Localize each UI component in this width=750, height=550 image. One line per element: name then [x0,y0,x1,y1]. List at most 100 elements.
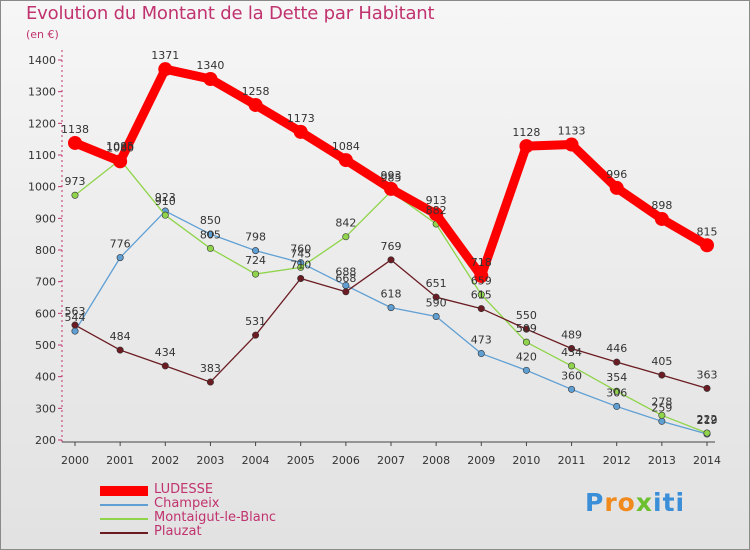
y-tick-label: 600 [35,307,56,320]
y-tick-label: 1000 [28,181,56,194]
legend-label-montaigut: Montaigut-le-Blanc [154,510,277,525]
x-tick-label: 2014 [693,454,721,467]
data-point-champeix [387,304,395,312]
data-label-champeix: 776 [110,238,131,251]
data-label-champeix: 544 [65,311,86,324]
logo-letter: i [675,488,686,517]
legend-item-plauzat: Plauzat [100,524,360,540]
data-label-champeix: 923 [155,191,176,204]
chart-title: Evolution du Montant de la Dette par Hab… [26,3,435,24]
data-label-plauzat: 550 [516,309,537,322]
y-tick-label: 700 [35,276,56,289]
data-point-champeix [568,385,576,393]
y-tick-label: 1200 [28,117,56,130]
data-point-champeix [116,254,124,262]
data-label-champeix: 760 [290,243,311,256]
data-point-champeix [613,402,621,410]
unit-label: (en €) [26,28,59,41]
data-point-montaigut-le-blanc [477,291,485,299]
data-point-champeix [477,350,485,358]
legend-swatch-ludesse [100,486,148,496]
data-label-champeix: 306 [606,386,627,399]
data-point-plauzat [116,346,124,354]
data-point-montaigut-le-blanc [522,338,530,346]
data-label-ludesse: 898 [651,199,672,212]
x-tick-label: 2006 [332,454,360,467]
x-tick-label: 2005 [287,454,315,467]
data-label-plauzat: 363 [697,368,718,381]
data-point-ludesse [384,181,398,196]
data-label-plauzat: 769 [381,240,402,253]
data-point-plauzat [161,362,169,370]
data-label-montaigut-le-blanc: 659 [471,275,492,288]
data-label-montaigut-le-blanc: 1085 [106,140,134,153]
legend-item-montaigut: Montaigut-le-Blanc [100,510,360,526]
legend-item-champeix: Champeix [100,496,360,512]
data-point-ludesse [609,180,624,195]
data-label-montaigut-le-blanc: 973 [65,175,86,188]
data-point-montaigut-le-blanc [613,387,621,395]
data-point-montaigut-le-blanc [568,362,576,370]
data-label-champeix: 420 [516,350,537,363]
data-label-champeix: 850 [200,214,221,227]
data-point-plauzat [342,288,350,296]
data-point-ludesse [474,268,489,283]
x-tick-label: 2011 [558,454,586,467]
data-label-ludesse: 1084 [332,140,360,153]
y-tick-label: 800 [35,244,56,257]
data-point-ludesse [113,154,128,169]
data-label-ludesse: 1258 [242,85,270,98]
data-label-ludesse: 1133 [558,125,586,138]
data-point-plauzat [613,358,621,366]
data-point-plauzat [206,378,214,386]
data-label-montaigut-le-blanc: 745 [290,247,311,260]
data-label-plauzat: 651 [426,277,447,290]
data-point-ludesse [429,207,444,222]
data-label-champeix: 219 [697,414,718,427]
x-tick-label: 2007 [377,454,405,467]
data-label-champeix: 259 [651,401,672,414]
proxiti-logo: Proxiti [585,488,685,517]
data-point-plauzat [477,305,485,313]
data-label-ludesse: 1371 [151,49,179,62]
data-point-plauzat [568,344,576,352]
data-label-plauzat: 531 [245,315,266,328]
data-label-champeix: 360 [561,369,582,382]
data-point-montaigut-le-blanc [161,211,169,219]
data-point-plauzat [703,384,711,392]
data-label-montaigut-le-blanc: 354 [606,371,627,384]
data-point-ludesse [700,238,714,253]
data-point-plauzat [522,325,530,333]
y-tick-label: 500 [35,339,56,352]
x-tick-label: 2012 [603,454,631,467]
legend: LUDESSE Champeix Montaigut-le-Blanc Plau… [100,482,360,540]
data-point-ludesse [203,72,218,86]
y-tick-label: 900 [35,212,56,225]
y-tick-label: 1100 [28,149,56,162]
y-tick-label: 1400 [28,54,56,67]
legend-label-champeix: Champeix [154,496,220,511]
logo-letter: o [617,488,636,517]
legend-label-plauzat: Plauzat [154,524,202,539]
data-label-plauzat: 668 [335,272,356,285]
data-label-ludesse: 718 [471,256,492,269]
data-point-ludesse [248,97,263,112]
data-point-champeix [522,366,530,374]
data-point-champeix [432,312,440,320]
data-point-ludesse [158,62,173,77]
data-point-plauzat [658,371,666,379]
x-tick-label: 2001 [106,454,134,467]
y-tick-label: 300 [35,402,56,415]
data-label-montaigut-le-blanc: 724 [245,254,266,267]
series-line-plauzat [74,259,708,390]
y-tick-label: 1300 [28,86,56,99]
data-label-montaigut-le-blanc: 985 [381,171,402,184]
data-label-ludesse: 913 [426,194,447,207]
y-tick-label: 400 [35,371,56,384]
data-point-montaigut-le-blanc [252,270,260,278]
y-tick-label: 200 [35,434,56,447]
data-label-plauzat: 446 [606,342,627,355]
data-label-ludesse: 1128 [512,126,540,139]
legend-item-ludesse: LUDESSE [100,482,360,498]
